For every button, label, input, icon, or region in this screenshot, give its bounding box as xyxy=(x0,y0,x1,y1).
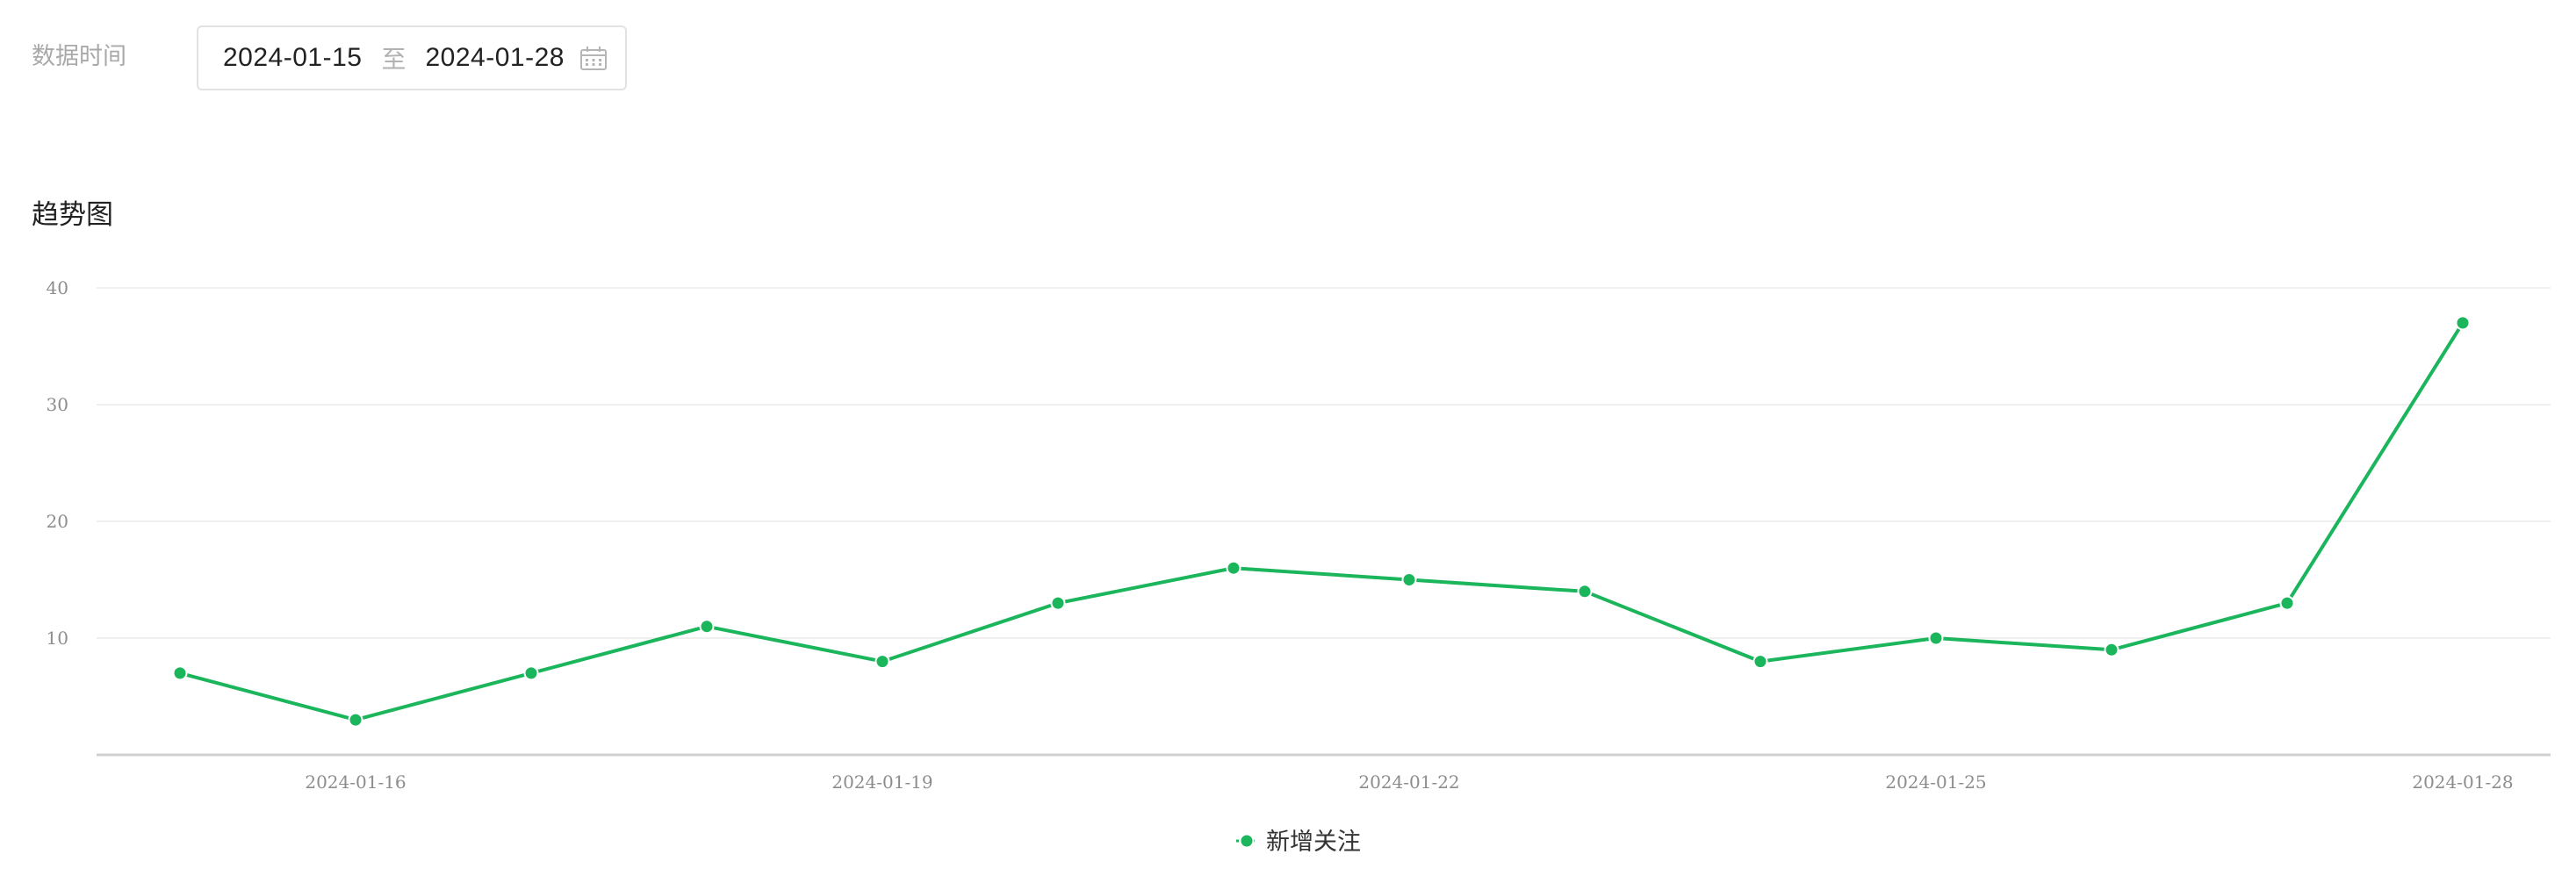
y-tick-label: 10 xyxy=(47,628,68,649)
data-point xyxy=(1577,584,1593,599)
start-date-input[interactable]: 2024-01-15 xyxy=(223,43,363,72)
x-tick-label: 2024-01-25 xyxy=(1885,772,1986,793)
calendar-icon[interactable] xyxy=(579,46,608,72)
data-point xyxy=(1050,595,1066,611)
x-tick-label: 2024-01-16 xyxy=(305,772,406,793)
date-range-picker[interactable]: 2024-01-15 至 2024-01-28 xyxy=(197,25,627,90)
data-point xyxy=(699,619,715,635)
data-point xyxy=(1928,630,1944,646)
date-filter-label: 数据时间 xyxy=(32,43,126,69)
data-point xyxy=(1401,572,1417,587)
data-point xyxy=(2279,595,2295,611)
y-tick-label: 40 xyxy=(47,277,68,298)
end-date-input[interactable]: 2024-01-28 xyxy=(425,43,565,72)
series-line xyxy=(179,321,2464,722)
data-point xyxy=(2455,315,2471,331)
data-point xyxy=(523,665,539,681)
legend-point-marker xyxy=(1239,833,1255,849)
data-point xyxy=(1752,654,1768,670)
data-point xyxy=(348,712,363,728)
legend-label: 新增关注 xyxy=(1266,829,1361,856)
data-point xyxy=(1226,560,1241,576)
y-tick-label: 20 xyxy=(47,511,68,532)
y-tick-label: 30 xyxy=(47,394,68,415)
date-range-separator: 至 xyxy=(381,46,407,73)
data-point xyxy=(2104,642,2119,657)
x-tick-label: 2024-01-22 xyxy=(1358,772,1459,793)
data-point xyxy=(172,665,188,681)
x-tick-label: 2024-01-19 xyxy=(831,772,932,793)
x-tick-label: 2024-01-28 xyxy=(2412,772,2513,793)
data-point xyxy=(874,654,890,670)
chart-title: 趋势图 xyxy=(32,199,113,230)
